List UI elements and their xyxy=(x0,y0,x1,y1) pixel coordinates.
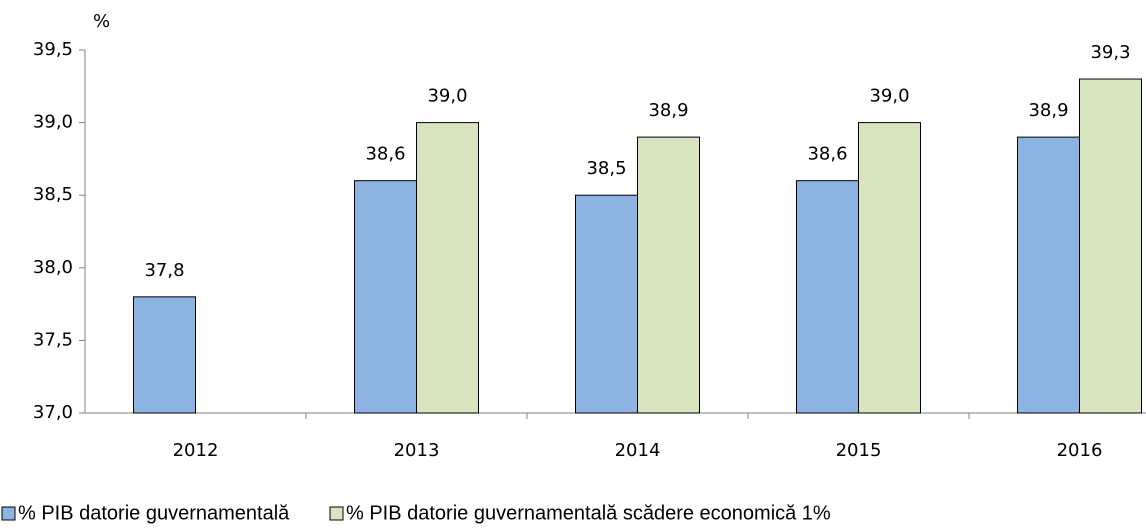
data-label: 37,8 xyxy=(144,260,184,281)
x-tick-label: 2015 xyxy=(836,440,882,461)
data-label: 39,3 xyxy=(1090,42,1130,63)
legend-label: % PIB datorie guvernamentală scădere eco… xyxy=(346,502,831,524)
data-label: 38,9 xyxy=(648,100,688,121)
bar xyxy=(575,194,638,414)
x-tick-label: 2014 xyxy=(615,440,661,461)
data-label: 39,0 xyxy=(869,86,909,107)
y-tick-label: 37,0 xyxy=(33,402,73,423)
data-label: 38,6 xyxy=(365,144,405,165)
data-label: 38,6 xyxy=(807,144,847,165)
x-tick-label: 2013 xyxy=(394,440,440,461)
x-tick-label: 2016 xyxy=(1057,440,1103,461)
y-tick-label: 37,5 xyxy=(33,329,73,350)
bar xyxy=(796,180,859,414)
bar xyxy=(416,122,479,414)
y-tick-label: 38,0 xyxy=(33,257,73,278)
legend-label: % PIB datorie guvernamentală xyxy=(18,502,290,524)
data-label: 38,5 xyxy=(586,158,626,179)
bar xyxy=(637,136,700,414)
legend-swatch xyxy=(1,506,16,521)
bar xyxy=(1017,136,1080,414)
bar xyxy=(133,296,196,414)
x-tick-label: 2012 xyxy=(173,440,219,461)
y-tick-label: 39,5 xyxy=(33,39,73,60)
legend-swatch xyxy=(329,506,344,521)
data-label: 39,0 xyxy=(427,86,467,107)
bar xyxy=(1079,78,1142,414)
y-tick-label: 38,5 xyxy=(33,184,73,205)
data-label: 38,9 xyxy=(1028,100,1068,121)
y-axis-label: % xyxy=(93,11,110,32)
y-tick-label: 39,0 xyxy=(33,112,73,133)
bar xyxy=(354,180,417,414)
bar xyxy=(858,122,921,414)
